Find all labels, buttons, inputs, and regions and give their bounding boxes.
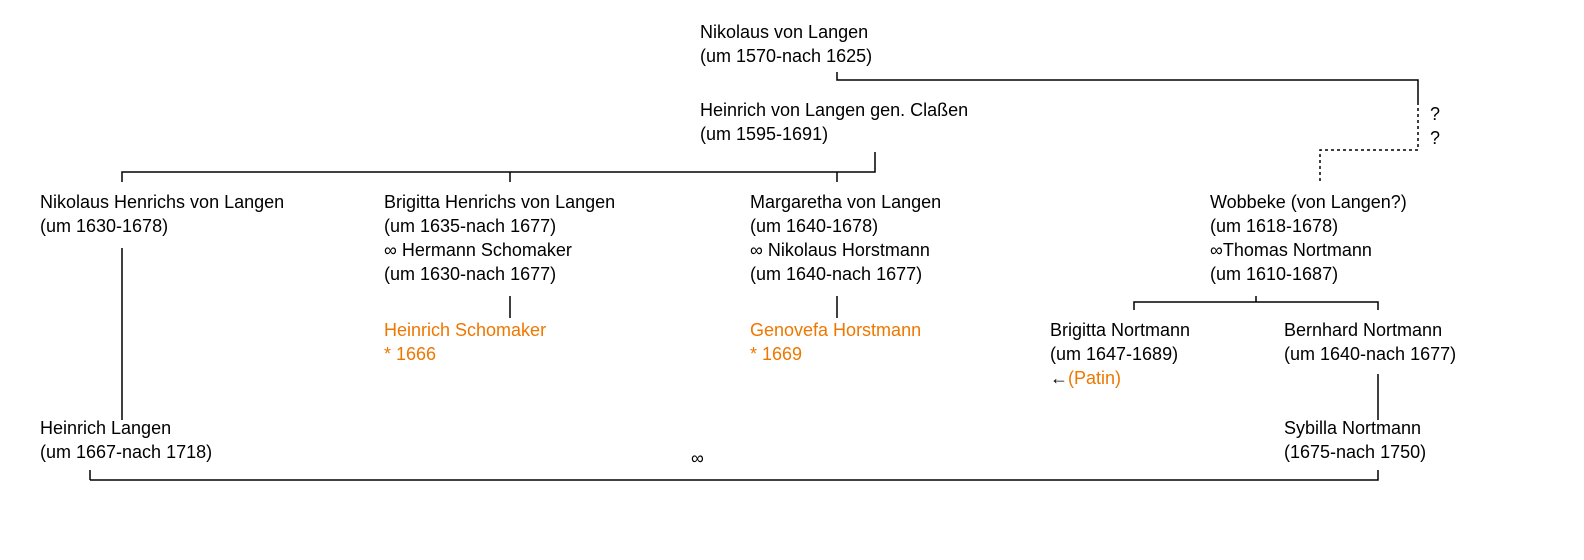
heinrich_von_langen_classen-name: Heinrich von Langen gen. Claßen (700, 100, 968, 120)
family-tree-diagram: Nikolaus von Langen (um 1570-nach 1625) He… (0, 0, 1584, 560)
connector-line (1134, 302, 1378, 310)
bernhard_nortmann-name: Bernhard Nortmann (1284, 320, 1442, 340)
genovefa_horstmann-name: Genovefa Horstmann (750, 320, 921, 340)
annotation-marriage_symbol: ∞ (691, 448, 704, 468)
connector-line (90, 470, 1378, 480)
heinrich_schomaker-dates: * 1666 (384, 344, 436, 364)
connector-line-uncertain (1320, 150, 1418, 182)
heinrich_langen-name: Heinrich Langen (40, 418, 171, 438)
connector-line (122, 152, 875, 182)
brigitta_henrichs_von_langen-name: Brigitta Henrichs von Langen (384, 192, 615, 212)
connector-line (837, 72, 1418, 102)
heinrich_langen-dates: (um 1667-nach 1718) (40, 442, 212, 462)
brigitta_nortmann-dates: (um 1647-1689) (1050, 344, 1178, 364)
sybilla_nortmann-dates: (1675-nach 1750) (1284, 442, 1426, 462)
margaretha_von_langen-dates: (um 1640-1678) (750, 216, 878, 236)
brigitta_nortmann-name: Brigitta Nortmann (1050, 320, 1190, 340)
annotation-q1: ? (1430, 104, 1440, 124)
brigitta_henrichs_von_langen-dates: (um 1635-nach 1677) (384, 216, 556, 236)
margaretha_von_langen-spouse_line: ∞ Nikolaus Horstmann (750, 240, 930, 260)
margaretha_von_langen-spouse_dates: (um 1640-nach 1677) (750, 264, 922, 284)
wobbeke_von_langen-name: Wobbeke (von Langen?) (1210, 192, 1407, 212)
brigitta_henrichs_von_langen-spouse_dates: (um 1630-nach 1677) (384, 264, 556, 284)
brigitta_nortmann-note: ←(Patin) (1050, 368, 1121, 388)
annotation-q2: ? (1430, 128, 1440, 148)
margaretha_von_langen-name: Margaretha von Langen (750, 192, 941, 212)
wobbeke_von_langen-spouse_line: ∞Thomas Nortmann (1210, 240, 1372, 260)
nikolaus_henrichs_von_langen-name: Nikolaus Henrichs von Langen (40, 192, 284, 212)
nikolaus_von_langen-name: Nikolaus von Langen (700, 22, 868, 42)
brigitta_henrichs_von_langen-spouse_line: ∞ Hermann Schomaker (384, 240, 572, 260)
sybilla_nortmann-name: Sybilla Nortmann (1284, 418, 1421, 438)
nikolaus_von_langen-dates: (um 1570-nach 1625) (700, 46, 872, 66)
wobbeke_von_langen-dates: (um 1618-1678) (1210, 216, 1338, 236)
genovefa_horstmann-dates: * 1669 (750, 344, 802, 364)
nikolaus_henrichs_von_langen-dates: (um 1630-1678) (40, 216, 168, 236)
heinrich_schomaker-name: Heinrich Schomaker (384, 320, 546, 340)
heinrich_von_langen_classen-dates: (um 1595-1691) (700, 124, 828, 144)
bernhard_nortmann-dates: (um 1640-nach 1677) (1284, 344, 1456, 364)
wobbeke_von_langen-spouse_dates: (um 1610-1687) (1210, 264, 1338, 284)
